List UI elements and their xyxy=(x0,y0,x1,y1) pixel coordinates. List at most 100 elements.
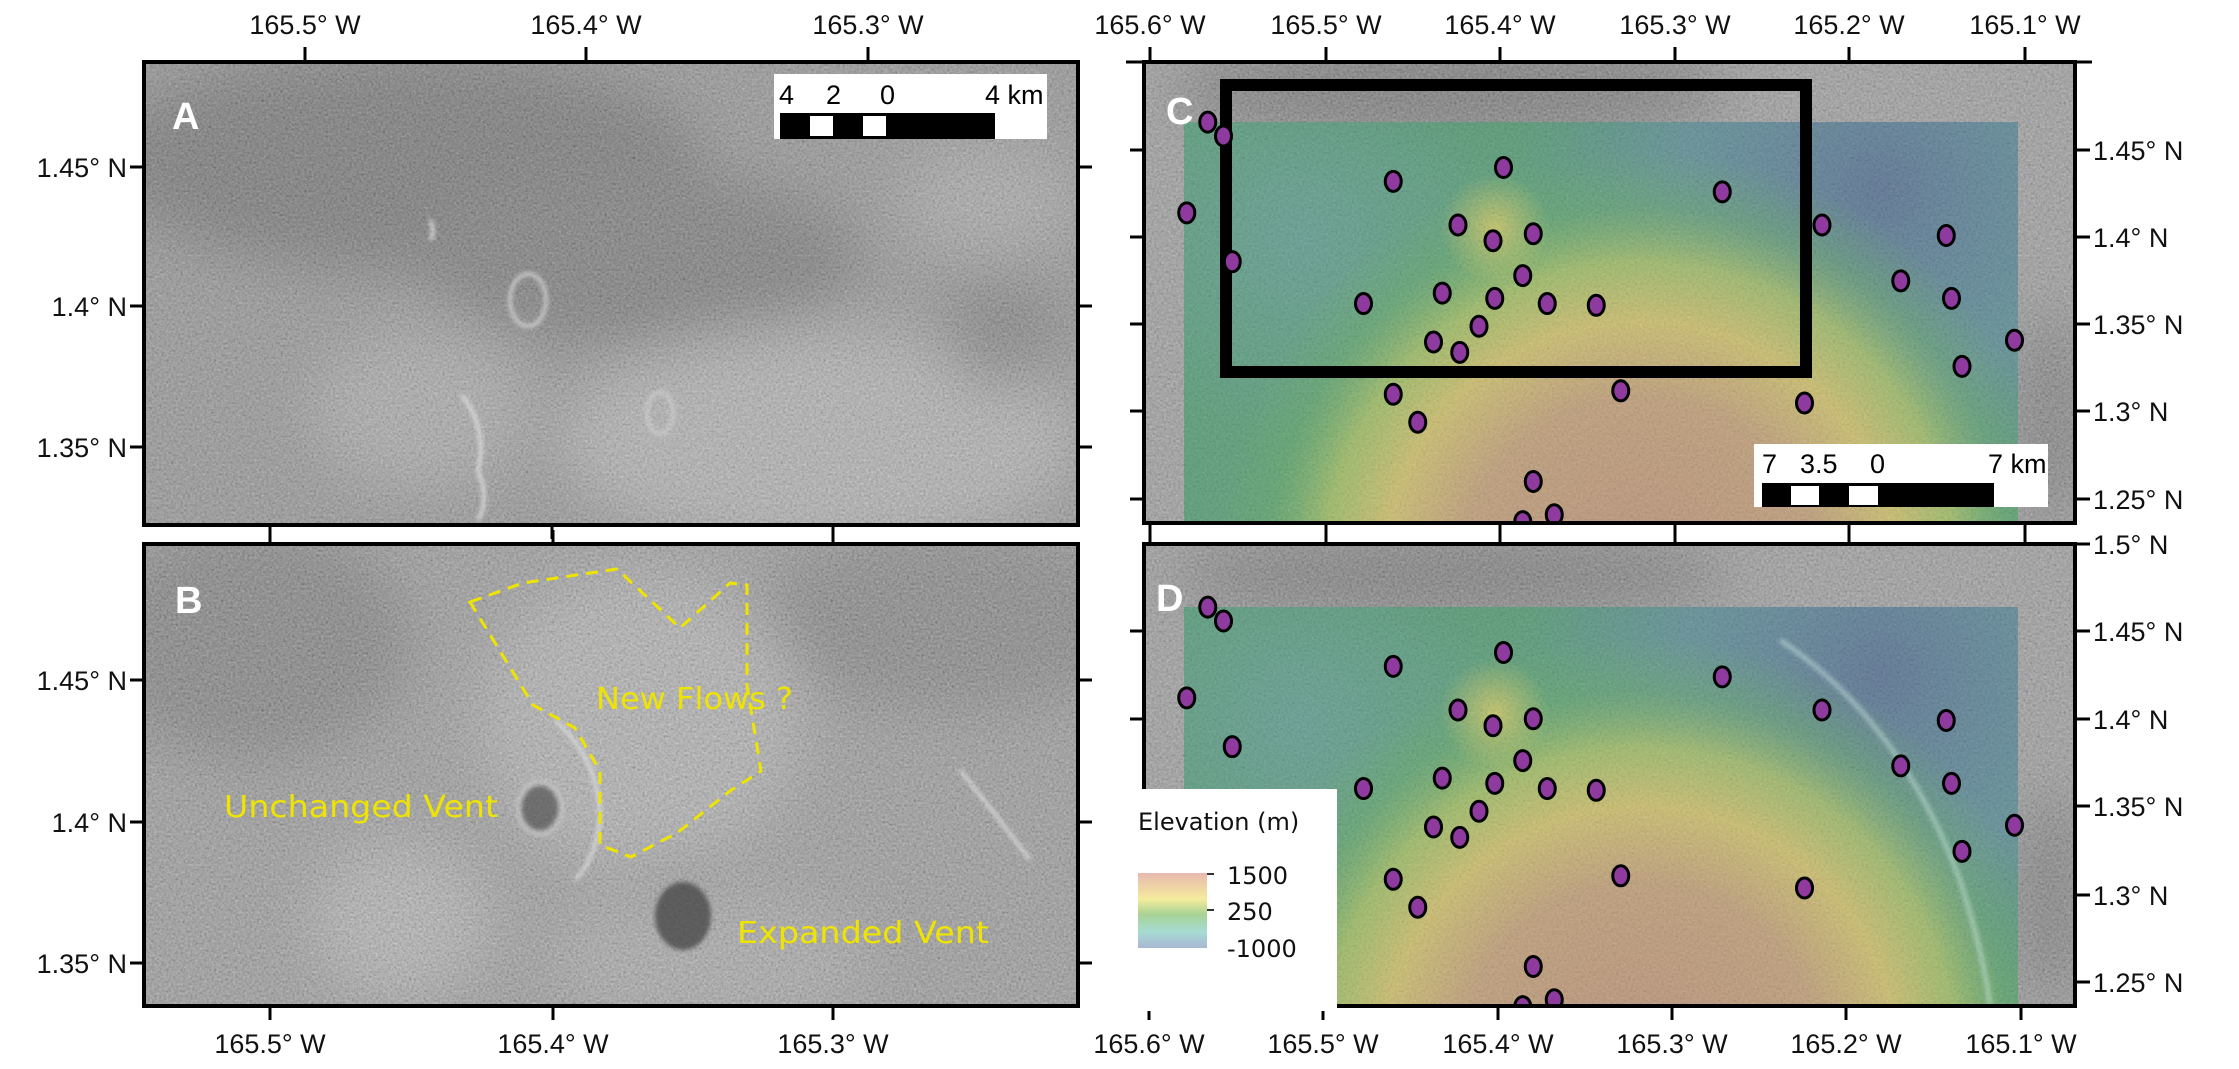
survey-point xyxy=(1523,222,1543,246)
survey-point xyxy=(1494,155,1513,179)
legend-label: -1000 xyxy=(1227,935,1297,963)
survey-point xyxy=(1494,640,1513,664)
survey-point xyxy=(1198,595,1218,619)
panel-a xyxy=(144,62,1078,525)
survey-point xyxy=(1432,281,1452,305)
survey-point xyxy=(1483,229,1503,253)
survey-point xyxy=(1214,124,1233,148)
survey-point xyxy=(1523,470,1543,494)
elevation-legend: Elevation (m) 1500 250 -1000 xyxy=(1120,789,1337,1011)
lon-tick-label: 165.3° W xyxy=(1616,1029,1728,1059)
lon-tick-label: 165.2° W xyxy=(1790,1029,1902,1059)
lat-tick-label: 1.35° N xyxy=(37,433,127,463)
lon-tick-label: 165.1° W xyxy=(1965,1029,2077,1059)
unchanged-vent-crater xyxy=(522,786,558,830)
new-flows-outline xyxy=(467,567,763,859)
lat-tick-label: 1.25° N xyxy=(2093,968,2183,998)
survey-point xyxy=(1448,698,1468,722)
lat-tick-label: 1.35° N xyxy=(2093,792,2183,822)
scale-label: 0 xyxy=(880,80,895,110)
survey-point xyxy=(1712,180,1732,204)
lat-tick-label: 1.4° N xyxy=(2093,223,2168,253)
annotation-new-flows: New Flows ? xyxy=(596,682,793,717)
survey-point xyxy=(1891,269,1911,293)
survey-point xyxy=(1586,293,1606,317)
survey-point xyxy=(1469,799,1489,823)
panel-c-frame xyxy=(1142,60,2077,525)
survey-point xyxy=(1544,503,1564,523)
survey-point xyxy=(1544,988,1564,1006)
survey-point xyxy=(1891,754,1911,778)
scale-label: 3.5 xyxy=(1800,449,1838,479)
survey-point xyxy=(1812,698,1832,722)
panel-c-label: C xyxy=(1166,91,1193,133)
survey-point xyxy=(1936,224,1956,248)
lat-tick-label: 1.45° N xyxy=(37,666,127,696)
panel-b-label: B xyxy=(175,580,202,622)
lat-tick-label: 1.4° N xyxy=(52,292,127,322)
survey-point xyxy=(1448,213,1468,237)
lon-tick-label: 165.4° W xyxy=(1442,1029,1554,1059)
survey-point xyxy=(1354,292,1373,316)
survey-point xyxy=(1469,314,1489,338)
lat-tick-label: 1.45° N xyxy=(2093,617,2183,647)
lon-tick-label: 165.5° W xyxy=(249,10,361,40)
survey-point xyxy=(1952,354,1972,378)
lon-tick-label: 165.4° W xyxy=(497,1029,609,1059)
legend-title: Elevation (m) xyxy=(1138,808,1299,836)
survey-point xyxy=(1383,867,1403,891)
survey-point xyxy=(1952,839,1972,863)
survey-point xyxy=(1513,995,1533,1006)
survey-point xyxy=(1214,609,1233,633)
survey-point xyxy=(1513,264,1533,288)
survey-point xyxy=(1537,777,1557,801)
survey-point xyxy=(1795,876,1814,900)
survey-point xyxy=(2005,328,2024,352)
survey-point xyxy=(1222,250,1242,274)
panel-d-ticks xyxy=(1130,530,2090,1020)
survey-point xyxy=(1432,766,1452,790)
lat-tick-label: 1.3° N xyxy=(2093,881,2168,911)
panel-b-ticks xyxy=(130,530,1092,1020)
survey-point xyxy=(1483,714,1503,738)
panel-b-frame xyxy=(142,542,1080,1008)
panel-a-label: A xyxy=(172,96,199,138)
lat-tick-label: 1.35° N xyxy=(37,949,127,979)
survey-point xyxy=(1795,391,1814,415)
survey-point xyxy=(1383,654,1403,678)
scale-label: 7 xyxy=(1762,449,1777,479)
survey-point xyxy=(1424,815,1443,839)
survey-point xyxy=(2005,813,2024,837)
lat-tick-label: 1.4° N xyxy=(52,808,127,838)
annotation-unchanged-vent: Unchanged Vent xyxy=(224,790,498,825)
lon-tick-label: 165.6° W xyxy=(1093,1029,1205,1059)
survey-point xyxy=(1177,201,1197,225)
lon-tick-label: 165.4° W xyxy=(1444,10,1556,40)
lon-tick-label: 165.3° W xyxy=(1619,10,1731,40)
lon-tick-label: 165.2° W xyxy=(1793,10,1905,40)
scale-label: 0 xyxy=(1870,449,1885,479)
survey-point xyxy=(1450,825,1470,849)
survey-point xyxy=(1485,771,1505,795)
lat-tick-label: 1.45° N xyxy=(2093,136,2183,166)
survey-point xyxy=(1424,330,1443,354)
panel-c xyxy=(1144,62,2075,523)
survey-point xyxy=(1450,340,1470,364)
lon-tick-label: 165.5° W xyxy=(1267,1029,1379,1059)
lon-tick-label: 165.3° W xyxy=(812,10,924,40)
scarp-feature xyxy=(1778,637,1993,1006)
lat-tick-label: 1.4° N xyxy=(2093,705,2168,735)
survey-point xyxy=(1712,665,1732,689)
survey-point xyxy=(1523,955,1543,979)
survey-point xyxy=(1611,379,1631,403)
lat-tick-label: 1.35° N xyxy=(2093,310,2183,340)
panel-b-extent-box xyxy=(1220,79,1812,378)
survey-point xyxy=(1383,169,1403,193)
crater-rims xyxy=(428,219,675,521)
survey-point xyxy=(1383,382,1403,406)
lon-tick-label: 165.6° W xyxy=(1094,10,1206,40)
survey-point xyxy=(1408,410,1428,434)
survey-point xyxy=(1408,895,1428,919)
lat-tick-label: 1.25° N xyxy=(2093,485,2183,515)
survey-points xyxy=(1177,110,2024,523)
